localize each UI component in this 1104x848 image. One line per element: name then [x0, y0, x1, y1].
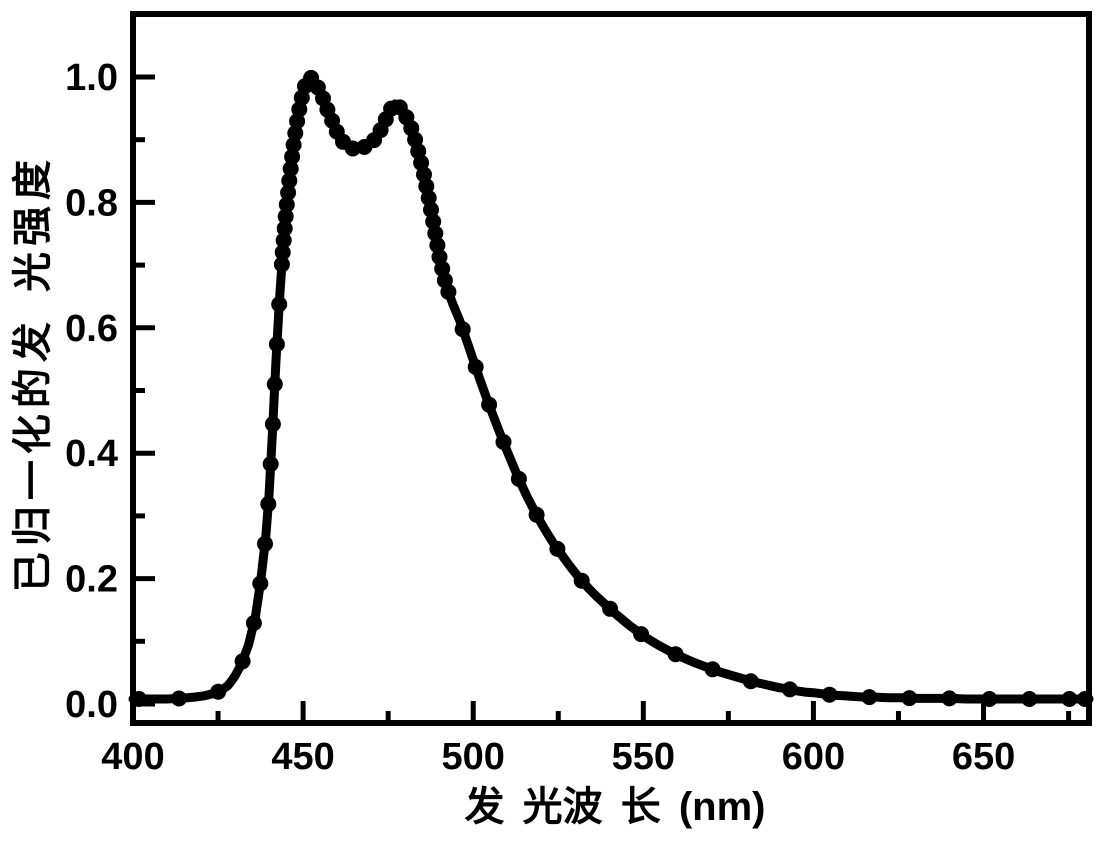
data-point-marker — [467, 359, 484, 375]
data-point-marker — [252, 575, 269, 592]
data-point-marker — [284, 148, 301, 165]
x-tick-label: 650 — [952, 736, 1015, 778]
x-minor-ticks — [215, 711, 1072, 721]
data-point-marker — [510, 470, 527, 487]
data-point-marker — [234, 653, 251, 670]
data-point-marker — [276, 220, 293, 237]
data-point-marker — [287, 125, 304, 142]
y-tick-label: 0.4 — [65, 433, 118, 475]
data-point-marker — [1021, 691, 1038, 707]
data-point-marker — [901, 690, 918, 707]
data-point-marker — [274, 244, 291, 261]
data-point-marker — [427, 225, 444, 242]
data-point-marker — [273, 256, 290, 273]
data-point-marker — [245, 615, 262, 631]
data-point-marker — [667, 646, 684, 663]
data-point-marker — [1061, 691, 1078, 707]
y-tick-label: 0.0 — [65, 684, 118, 726]
data-point-marker — [260, 496, 277, 512]
y-axis-title: 已归一化的发 光强度 — [11, 154, 55, 592]
y-tick-label: 0.2 — [65, 559, 118, 601]
x-tick-label: 500 — [442, 736, 505, 778]
data-point-marker — [425, 213, 442, 230]
data-point-marker — [495, 434, 512, 450]
y-tick-labels: 0.0 0.2 0.4 0.6 0.8 1.0 — [65, 57, 118, 726]
data-point-marker — [210, 683, 227, 700]
data-point-marker — [602, 600, 619, 617]
x-tick-label: 550 — [612, 736, 675, 778]
data-point-marker — [454, 321, 471, 338]
data-point-marker — [423, 201, 439, 218]
data-point-marker — [268, 336, 285, 353]
data-point-marker — [573, 572, 590, 589]
data-point-marker — [282, 160, 299, 177]
data-point-marker — [528, 506, 545, 523]
data-point-marker — [285, 136, 302, 153]
data-point-marker — [262, 456, 279, 472]
x-tick-labels: 400 450 500 550 600 650 — [101, 736, 1015, 778]
data-point-marker — [281, 172, 298, 189]
x-axis-title: 发 光波 长 (nm) — [465, 785, 766, 829]
y-tick-label: 0.6 — [65, 308, 118, 350]
y-tick-label: 1.0 — [65, 57, 118, 99]
data-point-marker — [941, 690, 958, 707]
y-minor-ticks — [135, 137, 145, 644]
data-point-markers — [131, 69, 1093, 707]
x-tick-label: 450 — [271, 736, 334, 778]
data-point-marker — [704, 661, 721, 678]
plot-frame — [130, 11, 1092, 726]
data-point-marker — [429, 237, 446, 254]
data-point-marker — [633, 626, 650, 643]
data-point-marker — [264, 416, 281, 433]
data-point-marker — [981, 691, 998, 707]
data-point-marker — [344, 140, 361, 157]
y-major-ticks — [135, 74, 155, 707]
y-tick-label: 0.8 — [65, 182, 118, 224]
data-point-marker — [171, 690, 187, 707]
data-point-marker — [280, 184, 297, 201]
data-point-marker — [275, 232, 292, 249]
data-point-marker — [481, 396, 498, 413]
data-point-marker — [549, 540, 566, 557]
data-point-marker — [440, 283, 457, 300]
data-point-marker — [742, 673, 759, 690]
data-point-marker — [821, 686, 838, 703]
data-point-marker — [781, 681, 798, 698]
data-point-marker — [271, 296, 288, 313]
data-point-marker — [278, 196, 295, 213]
data-point-marker — [277, 208, 294, 225]
x-tick-label: 400 — [101, 736, 164, 778]
data-point-marker — [266, 376, 283, 393]
x-tick-label: 600 — [782, 736, 845, 778]
data-point-marker — [289, 113, 306, 130]
data-point-marker — [861, 689, 878, 706]
data-point-marker — [257, 535, 273, 552]
